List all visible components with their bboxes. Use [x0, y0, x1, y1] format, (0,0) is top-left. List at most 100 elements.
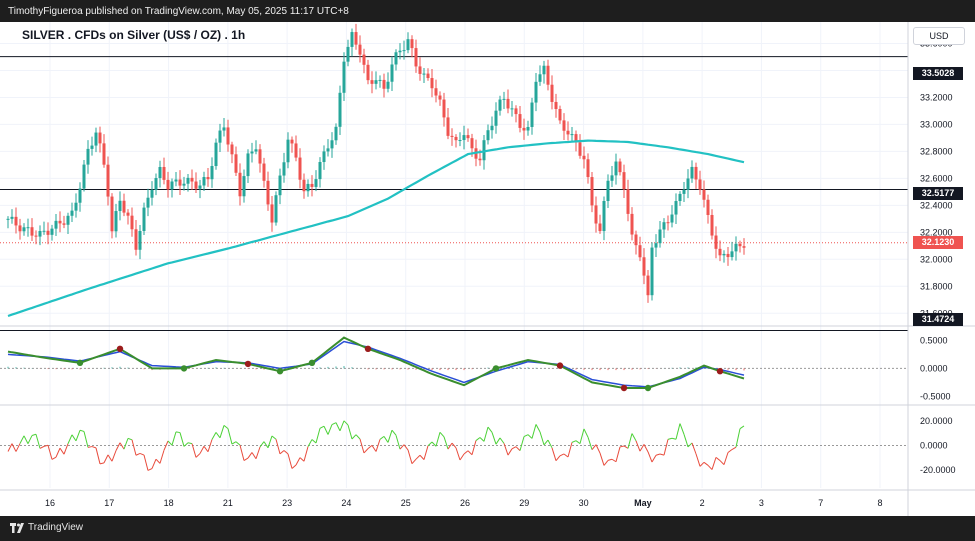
candle-body	[138, 231, 142, 250]
candle-body	[438, 95, 442, 100]
oscillator-segment	[475, 437, 481, 441]
oscillator-segment	[703, 461, 709, 466]
price-axis[interactable]: 31.600031.800032.000032.200032.400032.60…	[920, 38, 956, 474]
candle-body	[570, 134, 574, 136]
candle-body	[698, 179, 702, 190]
candle-body	[346, 46, 350, 62]
candle-body	[250, 151, 254, 154]
candle-body	[526, 126, 530, 131]
candle-body	[726, 253, 730, 258]
oscillator-tick-label: 20.0000	[920, 416, 953, 426]
candle-body	[226, 127, 230, 145]
oscillator-segment	[127, 437, 133, 441]
oscillator-segment	[355, 434, 361, 440]
price-tick-label: 32.6000	[920, 173, 953, 183]
candle-body	[410, 39, 414, 49]
candle-body	[590, 177, 594, 206]
candle-body	[694, 166, 698, 180]
oscillator-segment	[155, 458, 161, 464]
oscillator-segment	[567, 442, 573, 458]
oscillator-segment	[203, 445, 209, 453]
candle-body	[710, 214, 714, 236]
oscillator-segment	[43, 444, 49, 447]
tradingview-logo[interactable]: TradingView	[10, 522, 83, 533]
chart-canvas[interactable]: 31.600031.800032.000032.200032.400032.60…	[0, 22, 975, 516]
candle-body	[494, 110, 498, 126]
oscillator-segment	[611, 458, 617, 463]
candle-body	[186, 177, 190, 184]
candle-body	[738, 243, 742, 247]
oscillator-segment	[483, 426, 489, 442]
oscillator-panel	[0, 420, 908, 471]
candle-body	[370, 80, 374, 84]
candle-body	[106, 164, 110, 197]
candle-body	[282, 162, 286, 176]
oscillator-segment	[447, 442, 453, 450]
oscillator-segment	[583, 428, 589, 438]
candle-body	[158, 166, 162, 179]
candle-body	[558, 108, 562, 121]
candle-body	[22, 227, 26, 232]
oscillator-segment	[235, 441, 241, 446]
oscillator-segment	[215, 432, 221, 439]
publish-bar: TimothyFigueroa published on TradingView…	[0, 0, 975, 22]
price-tick-label: 33.0000	[920, 119, 953, 129]
oscillator-segment	[523, 434, 529, 438]
oscillator-segment	[359, 438, 365, 454]
currency-button[interactable]: USD	[913, 27, 965, 45]
candle-body	[362, 54, 366, 65]
candle-body	[198, 185, 202, 189]
candle-body	[486, 130, 490, 141]
candle-body	[238, 172, 242, 197]
oscillator-segment	[503, 443, 509, 456]
time-tick-label: 2	[700, 498, 705, 508]
candle-body	[386, 81, 390, 89]
candle-body	[118, 200, 122, 212]
candle-body	[662, 222, 666, 230]
candle-body	[666, 222, 670, 224]
oscillator-segment	[263, 441, 269, 449]
price-tick-label: 32.4000	[920, 200, 953, 210]
candle-body	[26, 227, 30, 229]
candle-body	[594, 205, 598, 224]
time-axis[interactable]: 16 17 18 21 23 24 25 26 29 30 May 2 3 7 8	[45, 498, 883, 508]
oscillator-segment	[635, 440, 641, 452]
candle-body	[446, 117, 450, 136]
candle-body	[458, 140, 462, 142]
oscillator-segment	[627, 433, 633, 449]
candle-body	[306, 183, 310, 192]
candle-body	[326, 148, 330, 152]
macd-panel	[0, 336, 908, 392]
oscillator-segment	[459, 453, 465, 461]
oscillator-segment	[375, 439, 381, 452]
oscillator-segment	[99, 462, 105, 465]
candle-body	[734, 243, 738, 252]
candle-body	[214, 142, 218, 167]
candle-body	[454, 136, 458, 141]
candle-body	[382, 79, 386, 89]
oscillator-segment	[559, 453, 565, 457]
candle-body	[130, 215, 134, 230]
oscillator-segment	[255, 446, 261, 459]
oscillator-segment	[35, 434, 41, 449]
oscillator-segment	[403, 444, 409, 451]
cross-dot	[716, 368, 724, 375]
oscillator-segment	[91, 446, 97, 449]
oscillator-segment	[623, 445, 629, 449]
oscillator-tick-label: 0.0000	[920, 440, 948, 450]
candle-body	[630, 213, 634, 235]
oscillator-segment	[699, 461, 705, 467]
candle-body	[358, 44, 362, 55]
candle-body	[366, 64, 370, 81]
candle-body	[390, 64, 394, 82]
candle-body	[298, 157, 302, 180]
candle-body	[730, 251, 734, 258]
horizontal-lines	[0, 56, 908, 331]
candle-body	[606, 180, 610, 202]
candle-body	[674, 201, 678, 215]
pane-separators	[0, 22, 975, 516]
oscillator-segment	[351, 434, 357, 440]
oscillator-segment	[207, 439, 213, 452]
cross-dot	[308, 359, 316, 366]
candle-body	[254, 149, 258, 152]
